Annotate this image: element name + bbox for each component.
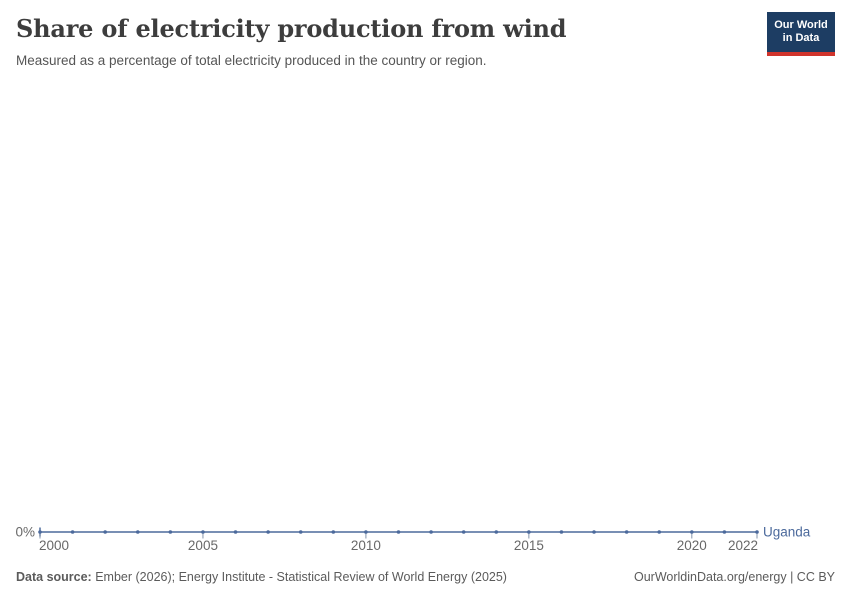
data-point[interactable] <box>70 530 75 534</box>
x-tick-label: 2010 <box>351 538 381 553</box>
owid-logo-line2: in Data <box>782 32 820 44</box>
x-tick-label: 2022 <box>728 538 758 553</box>
data-point[interactable] <box>233 530 238 534</box>
data-point[interactable] <box>298 530 303 534</box>
data-point[interactable] <box>657 530 662 534</box>
data-point[interactable] <box>722 530 727 534</box>
data-point[interactable] <box>103 530 107 534</box>
y-axis-zero-label: 0% <box>15 525 35 540</box>
data-point[interactable] <box>38 530 42 534</box>
data-point[interactable] <box>624 530 629 534</box>
owid-logo: Our World in Data <box>767 12 835 56</box>
data-point[interactable] <box>755 530 759 534</box>
data-point[interactable] <box>461 530 466 534</box>
data-point[interactable] <box>201 530 205 534</box>
x-tick-label: 2020 <box>677 538 707 553</box>
x-tick-label: 2000 <box>39 538 69 553</box>
x-tick-label: 2005 <box>188 538 218 553</box>
data-point[interactable] <box>396 530 401 534</box>
data-point[interactable] <box>331 530 336 534</box>
data-source-text: Ember (2026); Energy Institute - Statist… <box>95 570 507 584</box>
data-source-label: Data source: <box>16 570 92 584</box>
x-tick-label: 2015 <box>514 538 544 553</box>
chart-title: Share of electricity production from win… <box>16 14 567 43</box>
data-point[interactable] <box>135 530 140 534</box>
chart-footer: Data source: Ember (2026); Energy Instit… <box>16 570 835 585</box>
data-point[interactable] <box>592 530 596 534</box>
owid-logo-line1: Our World <box>774 19 828 31</box>
data-point[interactable] <box>364 530 368 534</box>
data-point[interactable] <box>168 530 173 534</box>
data-source: Data source: Ember (2026); Energy Instit… <box>16 570 507 585</box>
entity-label-uganda[interactable]: Uganda <box>763 525 811 540</box>
data-point[interactable] <box>266 530 270 534</box>
data-point[interactable] <box>494 530 499 534</box>
data-point[interactable] <box>429 530 433 534</box>
data-point[interactable] <box>559 530 564 534</box>
data-point[interactable] <box>527 530 531 534</box>
footer-license[interactable]: OurWorldinData.org/energy | CC BY <box>633 570 835 584</box>
chart-subtitle: Measured as a percentage of total electr… <box>16 53 487 68</box>
data-point[interactable] <box>690 530 694 534</box>
